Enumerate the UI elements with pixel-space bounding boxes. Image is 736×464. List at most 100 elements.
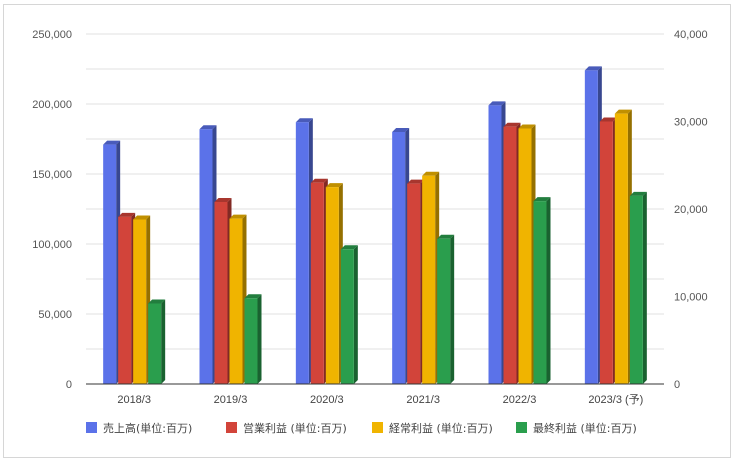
bar [629,191,647,384]
bar-side [450,234,455,384]
bar-top [584,66,602,71]
bar-top [199,125,217,130]
bar-front [310,182,324,384]
category-label: 2019/3 [214,394,248,406]
bar [229,214,247,384]
y-left-tick-label: 150,000 [32,169,72,181]
bar-front [118,216,132,384]
legend-swatch [516,422,527,433]
bar-front [614,113,628,384]
legend-item: 売上高(単位:百万) [86,421,192,435]
bar-top [533,197,551,202]
bar-front [437,238,451,384]
bar-top [103,140,121,145]
bar [503,122,521,384]
bar-top [614,109,632,114]
bar-front [325,187,339,384]
category-label: 2020/3 [310,394,344,406]
category-label: 2023/3 (予) [588,393,643,406]
y-left-tick-label: 100,000 [32,239,72,251]
legend-label: 最終利益 (単位:百万) [533,421,637,435]
y-left-tick-label: 50,000 [38,309,72,321]
y-right-tick-label: 30,000 [674,117,708,129]
bar [310,178,328,384]
bar-top [503,122,521,127]
category-label: 2021/3 [406,394,440,406]
bar-top [340,245,358,250]
y-right-tick-label: 40,000 [674,29,708,41]
bar [340,245,358,384]
bar-front [295,122,309,384]
y-right-tick-label: 0 [674,379,680,391]
bar-front [518,128,532,384]
bar-front [422,175,436,384]
bar [422,171,440,384]
bar-front [392,132,406,384]
bar [614,109,632,384]
bar-front [599,121,613,384]
bar [244,294,262,384]
bar [133,215,151,384]
bar [392,128,410,384]
y-left-tick-label: 0 [66,379,72,391]
bar-side [546,197,551,384]
bar-top [148,299,166,304]
bar [118,212,136,384]
y-left-tick-label: 200,000 [32,99,72,111]
category-label: 2018/3 [117,394,151,406]
bar [518,124,536,384]
bar-front [340,249,354,384]
bar-side [642,191,647,384]
legend-item: 経常利益 (単位:百万) [372,421,493,435]
bar-top [422,171,440,176]
legend-swatch [372,422,383,433]
bar-top [629,191,647,196]
legend-label: 営業利益 (単位:百万) [243,421,347,435]
legend-item: 営業利益 (単位:百万) [226,421,347,435]
y-right-tick-label: 10,000 [674,292,708,304]
bar [584,66,602,385]
bar-front [229,218,243,384]
bar-front [199,129,213,384]
bar-top [229,214,247,219]
chart-frame: 0 50,000 100,000 150,000 200,000 250,000 0 10,… [3,4,731,458]
bar-front [133,219,147,384]
bar [437,234,455,384]
y-axis-right: 0 10,000 20,000 30,000 40,000 [674,29,708,391]
bar-top [518,124,536,129]
bar-side [257,294,262,384]
legend-item: 最終利益 (単位:百万) [516,421,637,435]
bar [488,101,506,385]
bar-front [103,144,117,384]
bar-top [133,215,151,220]
bar-front [407,183,421,384]
category-labels: 2018/3 2019/3 2020/3 2021/3 2022/3 2023/3 (予) [117,393,643,406]
bar-front [503,126,517,384]
bar-front [488,105,502,385]
bar-top [392,128,410,132]
bar-top [244,294,262,299]
bar [599,117,617,384]
bar-side [161,299,166,384]
bar-top [599,117,617,122]
y-right-tick-label: 20,000 [674,204,708,216]
bar-top [407,179,425,184]
grid-lines [86,33,664,385]
bar [199,125,217,384]
legend-swatch [86,422,97,433]
bar-top [118,212,136,217]
legend-swatch [226,422,237,433]
bar-side [353,245,358,384]
bar [148,299,166,384]
bar-front [214,202,228,384]
bar-front [148,303,162,384]
bar-front [584,70,598,385]
bar-chart: 0 50,000 100,000 150,000 200,000 250,000 0 10,… [32,29,708,435]
bar [325,183,343,384]
bar [103,140,121,384]
bar [214,198,232,384]
y-left-tick-label: 250,000 [32,29,72,41]
bar-top [437,234,455,239]
bar-front [244,298,258,384]
bar-top [488,101,506,106]
